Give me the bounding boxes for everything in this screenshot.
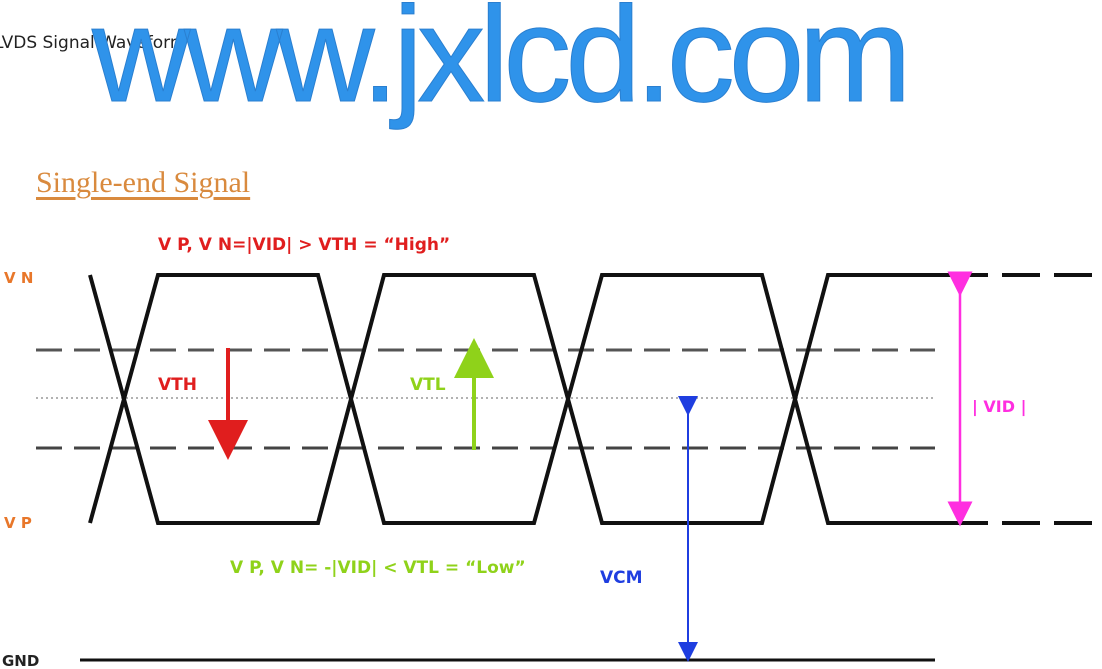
vcm-label: VCM <box>600 568 643 588</box>
vth-label: VTH <box>158 375 197 395</box>
vtl-label: VTL <box>410 375 446 395</box>
high-condition-label: V P, V N=|VID| > VTH = “High” <box>158 235 450 255</box>
diagram-title: Single-end Signal <box>36 166 251 199</box>
vp-level-label: V P <box>4 514 32 532</box>
vn-waveform <box>88 273 950 525</box>
watermark-text: www.jxlcd.com <box>92 0 913 131</box>
vid-label: | VID | <box>972 397 1026 417</box>
vp-waveform <box>88 273 950 525</box>
vn-level-label: V N <box>4 269 33 287</box>
figure-caption: LVDS Signal Waveform <box>0 33 187 53</box>
low-condition-label: V P, V N= -|VID| < VTL = “Low” <box>230 558 526 578</box>
gnd-label: GND <box>2 652 39 669</box>
